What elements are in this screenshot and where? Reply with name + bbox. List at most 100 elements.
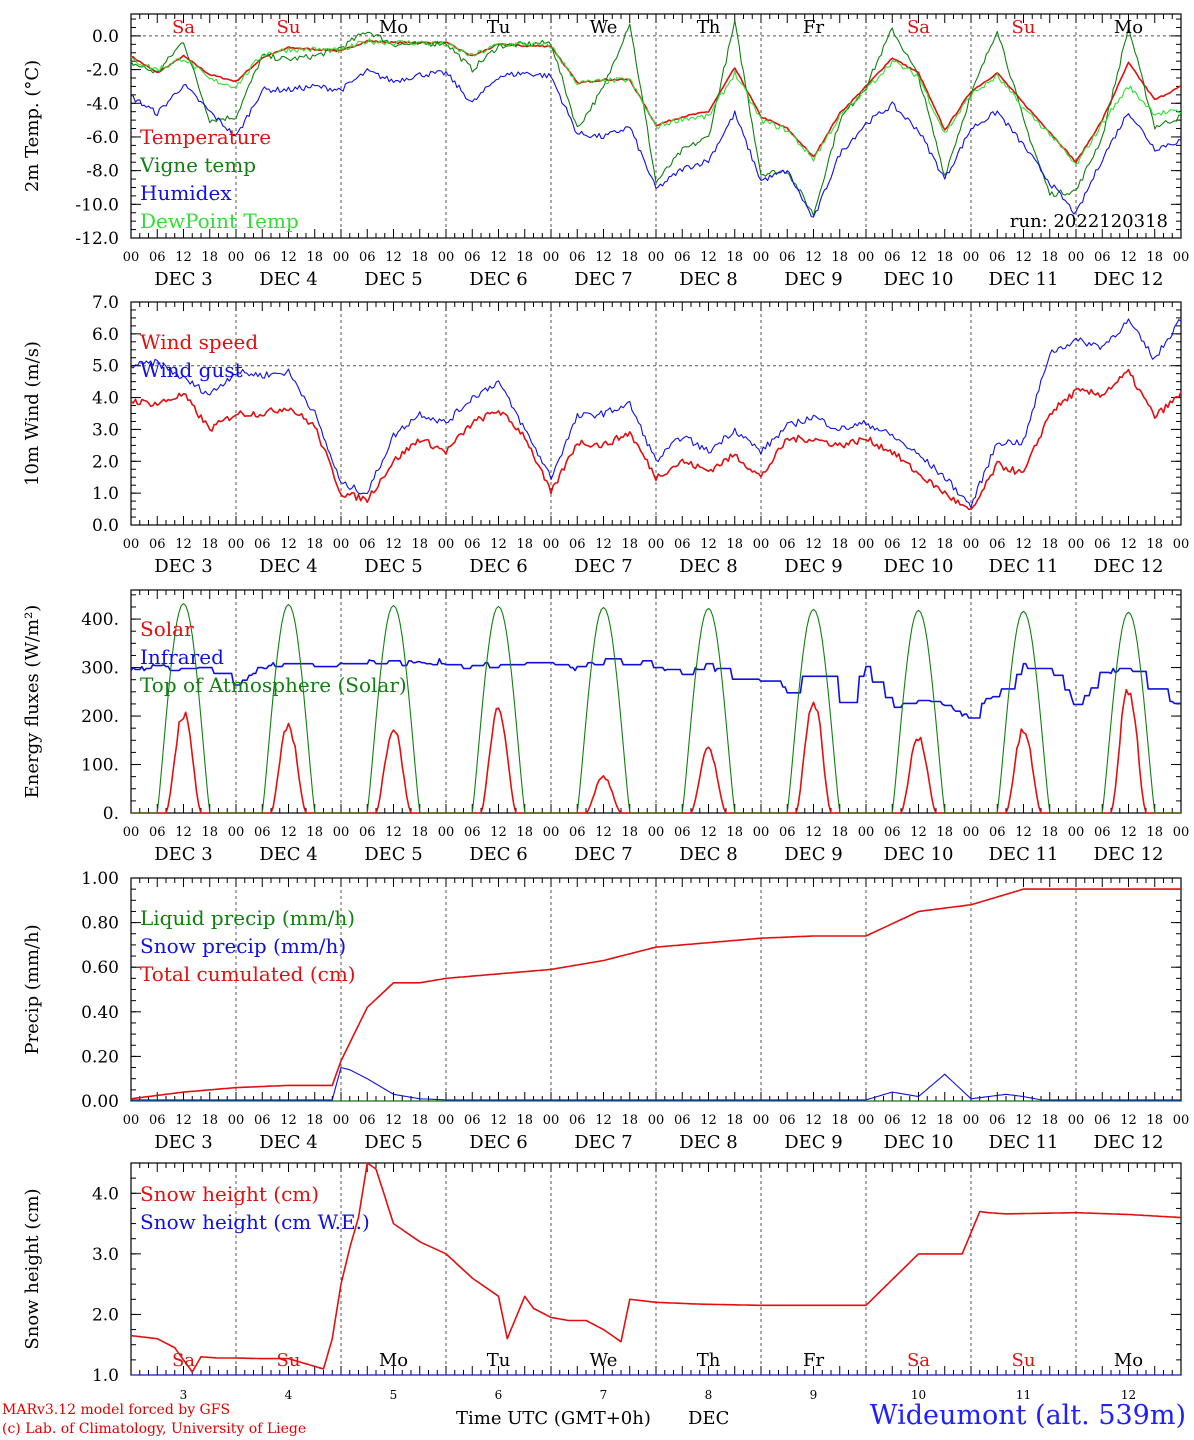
date-label: DEC 9 (784, 269, 843, 290)
hour-label: 06 (254, 537, 271, 552)
hour-label: 00 (123, 1113, 140, 1128)
hour-label: 00 (1068, 250, 1085, 265)
series-line (130, 19, 1182, 217)
hour-label: 12 (805, 1113, 822, 1128)
hour-label: 00 (333, 250, 350, 265)
hour-label: 12 (280, 1113, 297, 1128)
date-label: DEC 4 (259, 269, 318, 290)
hour-label: 00 (648, 537, 665, 552)
series-line (130, 37, 1182, 165)
weekday-label-bottom: Su (1012, 1350, 1036, 1371)
y-tick-label: 3.0 (92, 1245, 119, 1265)
hour-label: 18 (726, 250, 743, 265)
date-label: DEC 12 (1094, 556, 1164, 577)
hour-label: 00 (228, 250, 245, 265)
date-label: DEC 10 (884, 269, 954, 290)
series-line (130, 888, 1181, 1100)
hour-label: 18 (516, 825, 533, 840)
hour-label: 06 (779, 825, 796, 840)
hour-label: 06 (1094, 1113, 1111, 1128)
panel-3 (130, 589, 1182, 814)
hour-label: 00 (438, 250, 455, 265)
hour-label: 18 (1041, 537, 1058, 552)
y-tick-label: 100. (81, 756, 119, 776)
hour-label: 12 (700, 1113, 717, 1128)
weekday-label-bottom: Mo (1114, 1350, 1143, 1371)
y-tick-label: 0.60 (81, 958, 119, 978)
hour-label: 12 (1120, 250, 1137, 265)
y-axis-label: 10m Wind (m/s) (22, 341, 43, 486)
hour-label: 00 (1173, 1113, 1190, 1128)
legend-label: DewPoint Temp (140, 209, 299, 233)
weekday-label-top: Mo (1114, 17, 1143, 38)
hour-label: 00 (228, 825, 245, 840)
hour-label: 12 (175, 250, 192, 265)
legend-label: Snow height (cm) (140, 1182, 319, 1206)
hour-label: 18 (831, 250, 848, 265)
y-tick-label: 7.0 (92, 293, 119, 313)
date-label: DEC 4 (259, 1132, 318, 1153)
hour-label: 00 (1173, 825, 1190, 840)
hour-label: 06 (254, 825, 271, 840)
y-tick-label: 1.0 (92, 1366, 119, 1386)
y-tick-label: 0.80 (81, 914, 119, 934)
hour-label: 00 (858, 1113, 875, 1128)
hour-label: 12 (1015, 250, 1032, 265)
date-label: DEC 3 (154, 269, 213, 290)
hour-label: 18 (411, 537, 428, 552)
date-label: DEC 11 (989, 844, 1059, 865)
weekday-label-top: Th (697, 17, 721, 38)
hour-label: 00 (648, 1113, 665, 1128)
hour-label: 12 (595, 825, 612, 840)
date-label: DEC 5 (364, 1132, 423, 1153)
y-tick-label: 6.0 (92, 325, 119, 345)
panel-1 (130, 13, 1182, 239)
y-tick-label: 0. (103, 804, 119, 824)
hour-label: 06 (464, 825, 481, 840)
hour-label: 06 (1094, 537, 1111, 552)
day-number-label: 4 (285, 1388, 293, 1402)
legend-label: Infrared (140, 645, 224, 669)
hour-label: 18 (516, 537, 533, 552)
y-tick-label: -10.0 (75, 195, 119, 215)
weekday-label-bottom: Su (277, 1350, 301, 1371)
panel-2 (130, 301, 1182, 526)
hour-label: 00 (543, 537, 560, 552)
date-label: DEC 12 (1094, 844, 1164, 865)
y-tick-label: 200. (81, 707, 119, 727)
y-tick-label: 5.0 (92, 357, 119, 377)
hour-label: 06 (149, 537, 166, 552)
date-label: DEC 7 (574, 556, 633, 577)
hour-label: 00 (858, 250, 875, 265)
hour-label: 18 (1146, 250, 1163, 265)
weekday-label-top: Fr (803, 17, 824, 38)
hour-label: 06 (674, 250, 691, 265)
hour-label: 18 (306, 825, 323, 840)
y-tick-label: -2.0 (86, 61, 119, 81)
hour-label: 12 (910, 250, 927, 265)
hour-label: 06 (989, 825, 1006, 840)
y-tick-label: 0.0 (92, 27, 119, 47)
hour-label: 00 (543, 825, 560, 840)
hour-label: 00 (438, 537, 455, 552)
hour-label: 06 (464, 1113, 481, 1128)
weekday-label-top: Sa (172, 17, 195, 38)
hour-label: 06 (254, 250, 271, 265)
hour-label: 00 (333, 825, 350, 840)
date-label: DEC 8 (679, 269, 738, 290)
weekday-label-bottom: We (590, 1350, 618, 1371)
hour-label: 12 (1120, 537, 1137, 552)
hour-label: 06 (989, 1113, 1006, 1128)
hour-label: 06 (359, 1113, 376, 1128)
legend-label: Wind gust (140, 358, 243, 382)
hour-label: 12 (805, 537, 822, 552)
hour-label: 00 (333, 537, 350, 552)
hour-label: 00 (1068, 537, 1085, 552)
y-tick-label: 0.00 (81, 1092, 119, 1112)
hour-label: 18 (516, 250, 533, 265)
run-label: run: 2022120318 (1010, 211, 1168, 232)
y-tick-label: -12.0 (75, 229, 119, 249)
hour-label: 06 (884, 250, 901, 265)
hour-label: 18 (201, 250, 218, 265)
